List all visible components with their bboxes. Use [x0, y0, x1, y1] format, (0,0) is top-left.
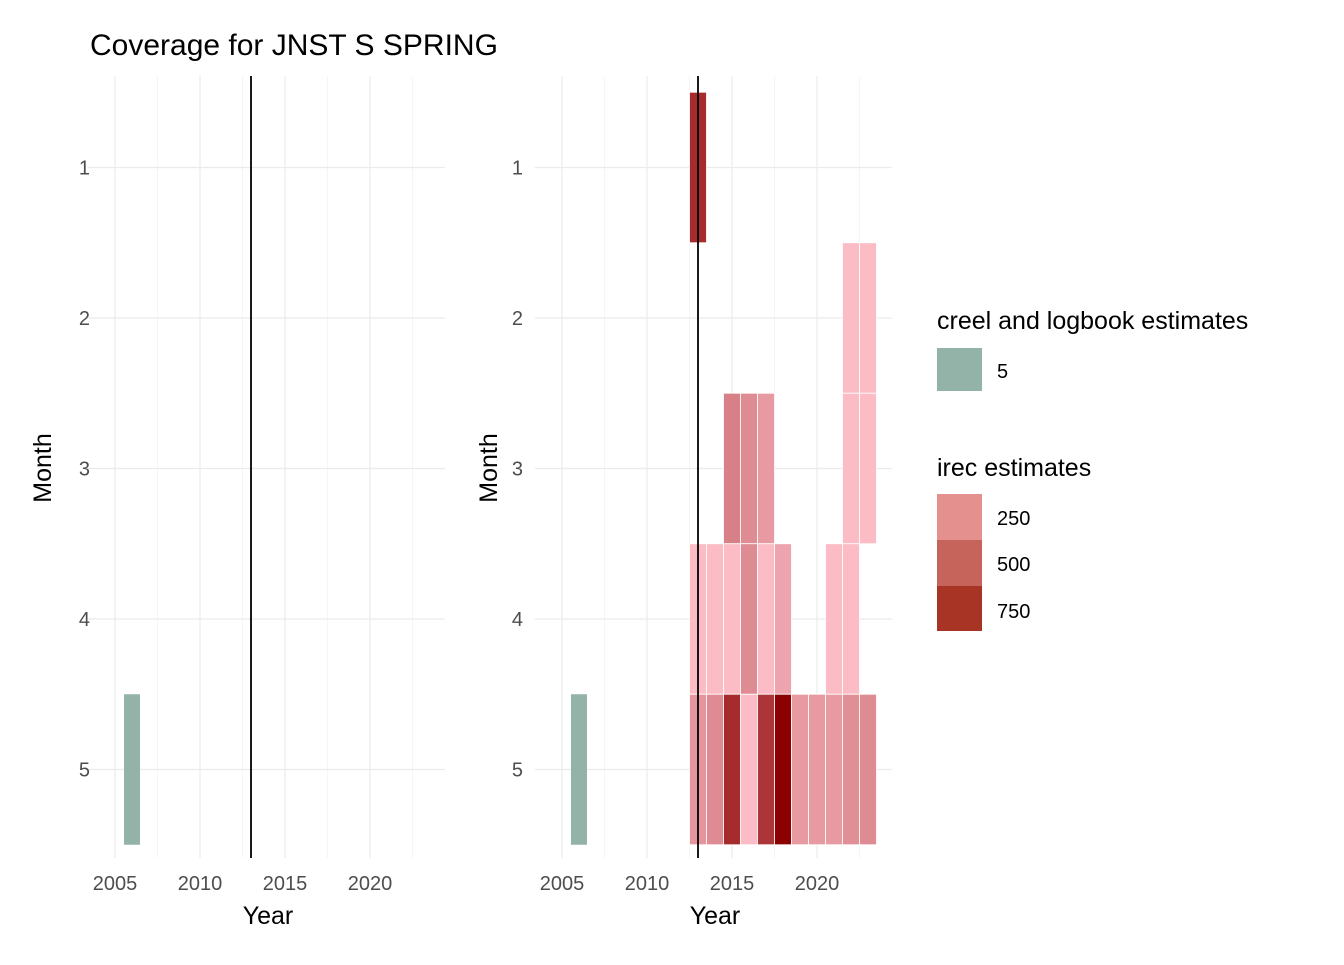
tile-irec-2018-m4 — [774, 543, 792, 695]
tile-creel-2006-m5 — [124, 694, 140, 845]
panel-right-x-axis-title: Year — [690, 902, 741, 930]
legend-irec-key-2 — [937, 586, 982, 631]
panel-right-y-tick-label: 2 — [512, 308, 523, 330]
legend-irec-key-0 — [937, 494, 982, 540]
tile-irec-2018-m5 — [774, 693, 792, 846]
tile-irec-2022-m2 — [842, 242, 860, 394]
chart-title: Coverage for JNST S SPRING — [90, 29, 498, 62]
panel-left-grid — [87, 76, 445, 858]
tile-irec-2023-m2 — [859, 242, 877, 394]
tile-irec-2022-m4 — [842, 543, 860, 695]
legend-irec-key-1 — [937, 540, 982, 586]
tile-irec-2015-m5 — [723, 693, 741, 846]
tile-irec-2017-m3 — [757, 392, 775, 545]
panel-right-y-tick-label: 5 — [512, 760, 523, 782]
legend-creel: creel and logbook estimates 5 — [937, 307, 1248, 391]
panel-left-x-tick-label: 2020 — [348, 873, 393, 895]
panel-right-y-tick-label: 4 — [512, 609, 523, 631]
tile-irec-2023-m5 — [859, 693, 877, 846]
panel-left-y-tick-label: 4 — [79, 609, 90, 631]
panel-left-y-tick-label: 3 — [79, 459, 90, 481]
panel-left: 2005 2010 2015 2020 1 2 3 4 5 Year Month — [29, 76, 445, 930]
panel-right-x-tick-label: 2005 — [540, 873, 585, 895]
legend-creel-title: creel and logbook estimates — [937, 307, 1248, 335]
tile-irec-2014-m5 — [706, 693, 724, 846]
tile-irec-2022-m5 — [842, 693, 860, 846]
panel-left-y-tick-label: 2 — [79, 308, 90, 330]
tile-irec-2017-m4 — [757, 543, 775, 695]
tile-irec-2023-m3 — [859, 392, 877, 545]
panel-left-x-axis-title: Year — [243, 902, 294, 930]
panel-right-y-tick-label: 1 — [512, 158, 523, 180]
legend-creel-label-0: 5 — [997, 361, 1008, 383]
tile-irec-2016-m4 — [740, 543, 758, 695]
panel-left-y-tick-label: 1 — [79, 158, 90, 180]
panel-left-y-tick-label: 5 — [79, 760, 90, 782]
tile-irec-2016-m3 — [740, 392, 758, 545]
tile-irec-2014-m4 — [706, 543, 724, 695]
panel-left-x-tick-label: 2010 — [178, 873, 223, 895]
tile-irec-2021-m5 — [825, 693, 843, 846]
tile-irec-2015-m3 — [723, 392, 741, 545]
panel-right-x-tick-labels: 2005 2010 2015 2020 — [540, 873, 840, 895]
tile-irec-2016-m5 — [740, 693, 758, 846]
legend-irec-label-1: 500 — [997, 554, 1030, 576]
panel-left-x-tick-labels: 2005 2010 2015 2020 — [93, 873, 393, 895]
panel-left-y-axis-title: Month — [29, 433, 57, 502]
panel-right-y-tick-label: 3 — [512, 459, 523, 481]
legend-creel-key-0 — [937, 348, 982, 391]
legend-irec: irec estimates 250 500 750 — [937, 454, 1091, 631]
panel-right-y-tick-labels: 1 2 3 4 5 — [512, 158, 523, 782]
tile-irec-2020-m5 — [808, 693, 826, 846]
panel-left-x-tick-label: 2005 — [93, 873, 138, 895]
panel-right-x-tick-label: 2010 — [625, 873, 670, 895]
panel-right-x-tick-label: 2015 — [710, 873, 755, 895]
panel-right: 2005 2010 2015 2020 1 2 3 4 5 Year Month — [475, 76, 892, 930]
legend-irec-label-2: 750 — [997, 601, 1030, 623]
tile-irec-2019-m5 — [791, 693, 809, 846]
tile-irec-2017-m5 — [757, 693, 775, 846]
legend-irec-label-0: 250 — [997, 508, 1030, 530]
tile-irec-2022-m3 — [842, 392, 860, 545]
panel-left-tiles — [124, 694, 140, 845]
panel-left-x-tick-label: 2015 — [263, 873, 308, 895]
tile-irec-2021-m4 — [825, 543, 843, 695]
panel-left-y-tick-labels: 1 2 3 4 5 — [79, 158, 90, 782]
tile-irec-2015-m4 — [723, 543, 741, 695]
legend-irec-title: irec estimates — [937, 454, 1091, 482]
tile-creel-2006-m5 — [571, 694, 587, 845]
panel-right-tiles — [571, 91, 877, 846]
panel-right-y-axis-title: Month — [475, 433, 503, 502]
panel-right-x-tick-label: 2020 — [795, 873, 840, 895]
